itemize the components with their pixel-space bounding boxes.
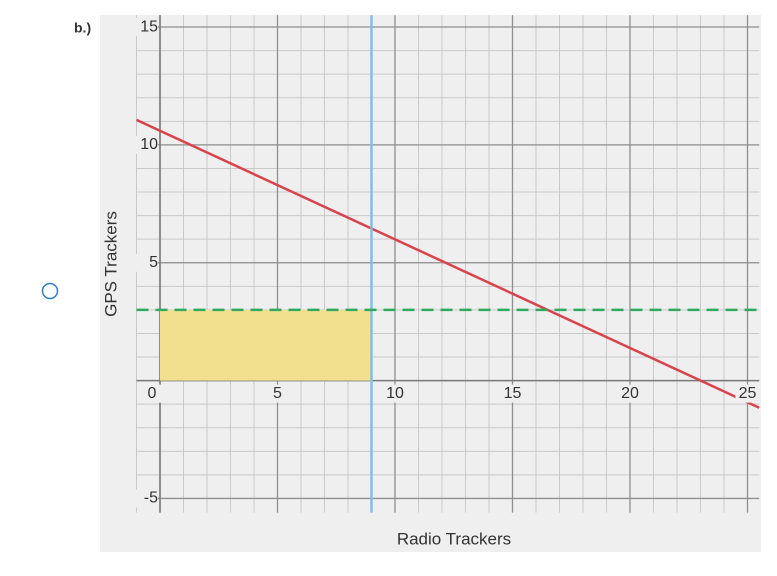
grid	[136, 15, 760, 513]
x-tick-label: 0	[148, 385, 157, 402]
option-label: b.)	[74, 20, 91, 36]
tick-label-bg	[500, 384, 525, 403]
tick-label-bg	[136, 18, 158, 37]
x-tick-label: 25	[739, 385, 757, 402]
y-tick-label: 10	[140, 136, 158, 153]
y-tick-label: 15	[140, 18, 158, 35]
chart-background	[100, 15, 761, 552]
tick-label-bg	[136, 489, 158, 508]
y-tick-label: -5	[144, 490, 158, 507]
tick-label-bg	[136, 253, 158, 272]
tick-label-bg	[140, 384, 164, 403]
y-axis-label: GPS Trackers	[101, 211, 120, 317]
tick-label-bg	[136, 135, 158, 154]
y-tick-label: 5	[149, 254, 158, 271]
marks	[135, 15, 760, 513]
line	[135, 118, 760, 409]
labels: 0 5 10 15 20 25 -5 5 10 15	[136, 18, 760, 508]
radio-button[interactable]	[41, 282, 59, 300]
tick-label-bg	[265, 384, 290, 403]
x-tick-label: 15	[504, 385, 522, 402]
tick-label-bg	[618, 384, 642, 403]
x-tick-label: 20	[621, 385, 639, 402]
x-tick-label: 5	[273, 385, 282, 402]
tick-label-bg	[735, 384, 760, 403]
tick-label-bg	[383, 384, 407, 403]
x-axis-label: Radio Trackers	[397, 529, 511, 548]
x-tick-label: 10	[386, 385, 404, 402]
shaded-region	[160, 309, 372, 381]
